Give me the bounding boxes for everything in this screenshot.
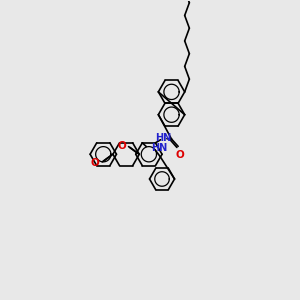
Text: O: O	[175, 150, 184, 160]
Text: HN: HN	[155, 133, 171, 143]
Text: HN: HN	[151, 143, 167, 153]
Text: O: O	[91, 158, 100, 168]
Text: O: O	[117, 140, 126, 151]
